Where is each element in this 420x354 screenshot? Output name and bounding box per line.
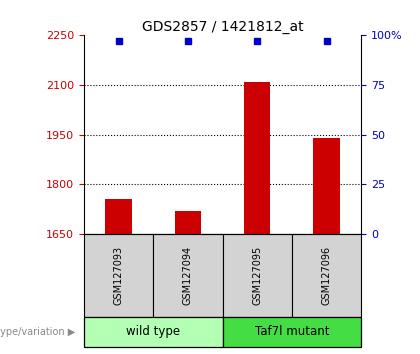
Text: GSM127096: GSM127096 [322, 246, 331, 305]
Title: GDS2857 / 1421812_at: GDS2857 / 1421812_at [142, 21, 303, 34]
Bar [244, 82, 270, 234]
Bar [105, 199, 132, 234]
Text: GSM127095: GSM127095 [252, 246, 262, 305]
Bar [223, 234, 292, 317]
Text: Taf7l mutant: Taf7l mutant [255, 325, 329, 338]
Bar [84, 234, 153, 317]
Text: wild type: wild type [126, 325, 180, 338]
Bar [223, 317, 361, 347]
Text: GSM127094: GSM127094 [183, 246, 193, 305]
Bar [313, 138, 340, 234]
Bar [175, 211, 201, 234]
Bar [153, 234, 223, 317]
Text: GSM127093: GSM127093 [114, 246, 123, 305]
Bar [292, 234, 361, 317]
Text: genotype/variation ▶: genotype/variation ▶ [0, 327, 76, 337]
Bar [84, 317, 223, 347]
